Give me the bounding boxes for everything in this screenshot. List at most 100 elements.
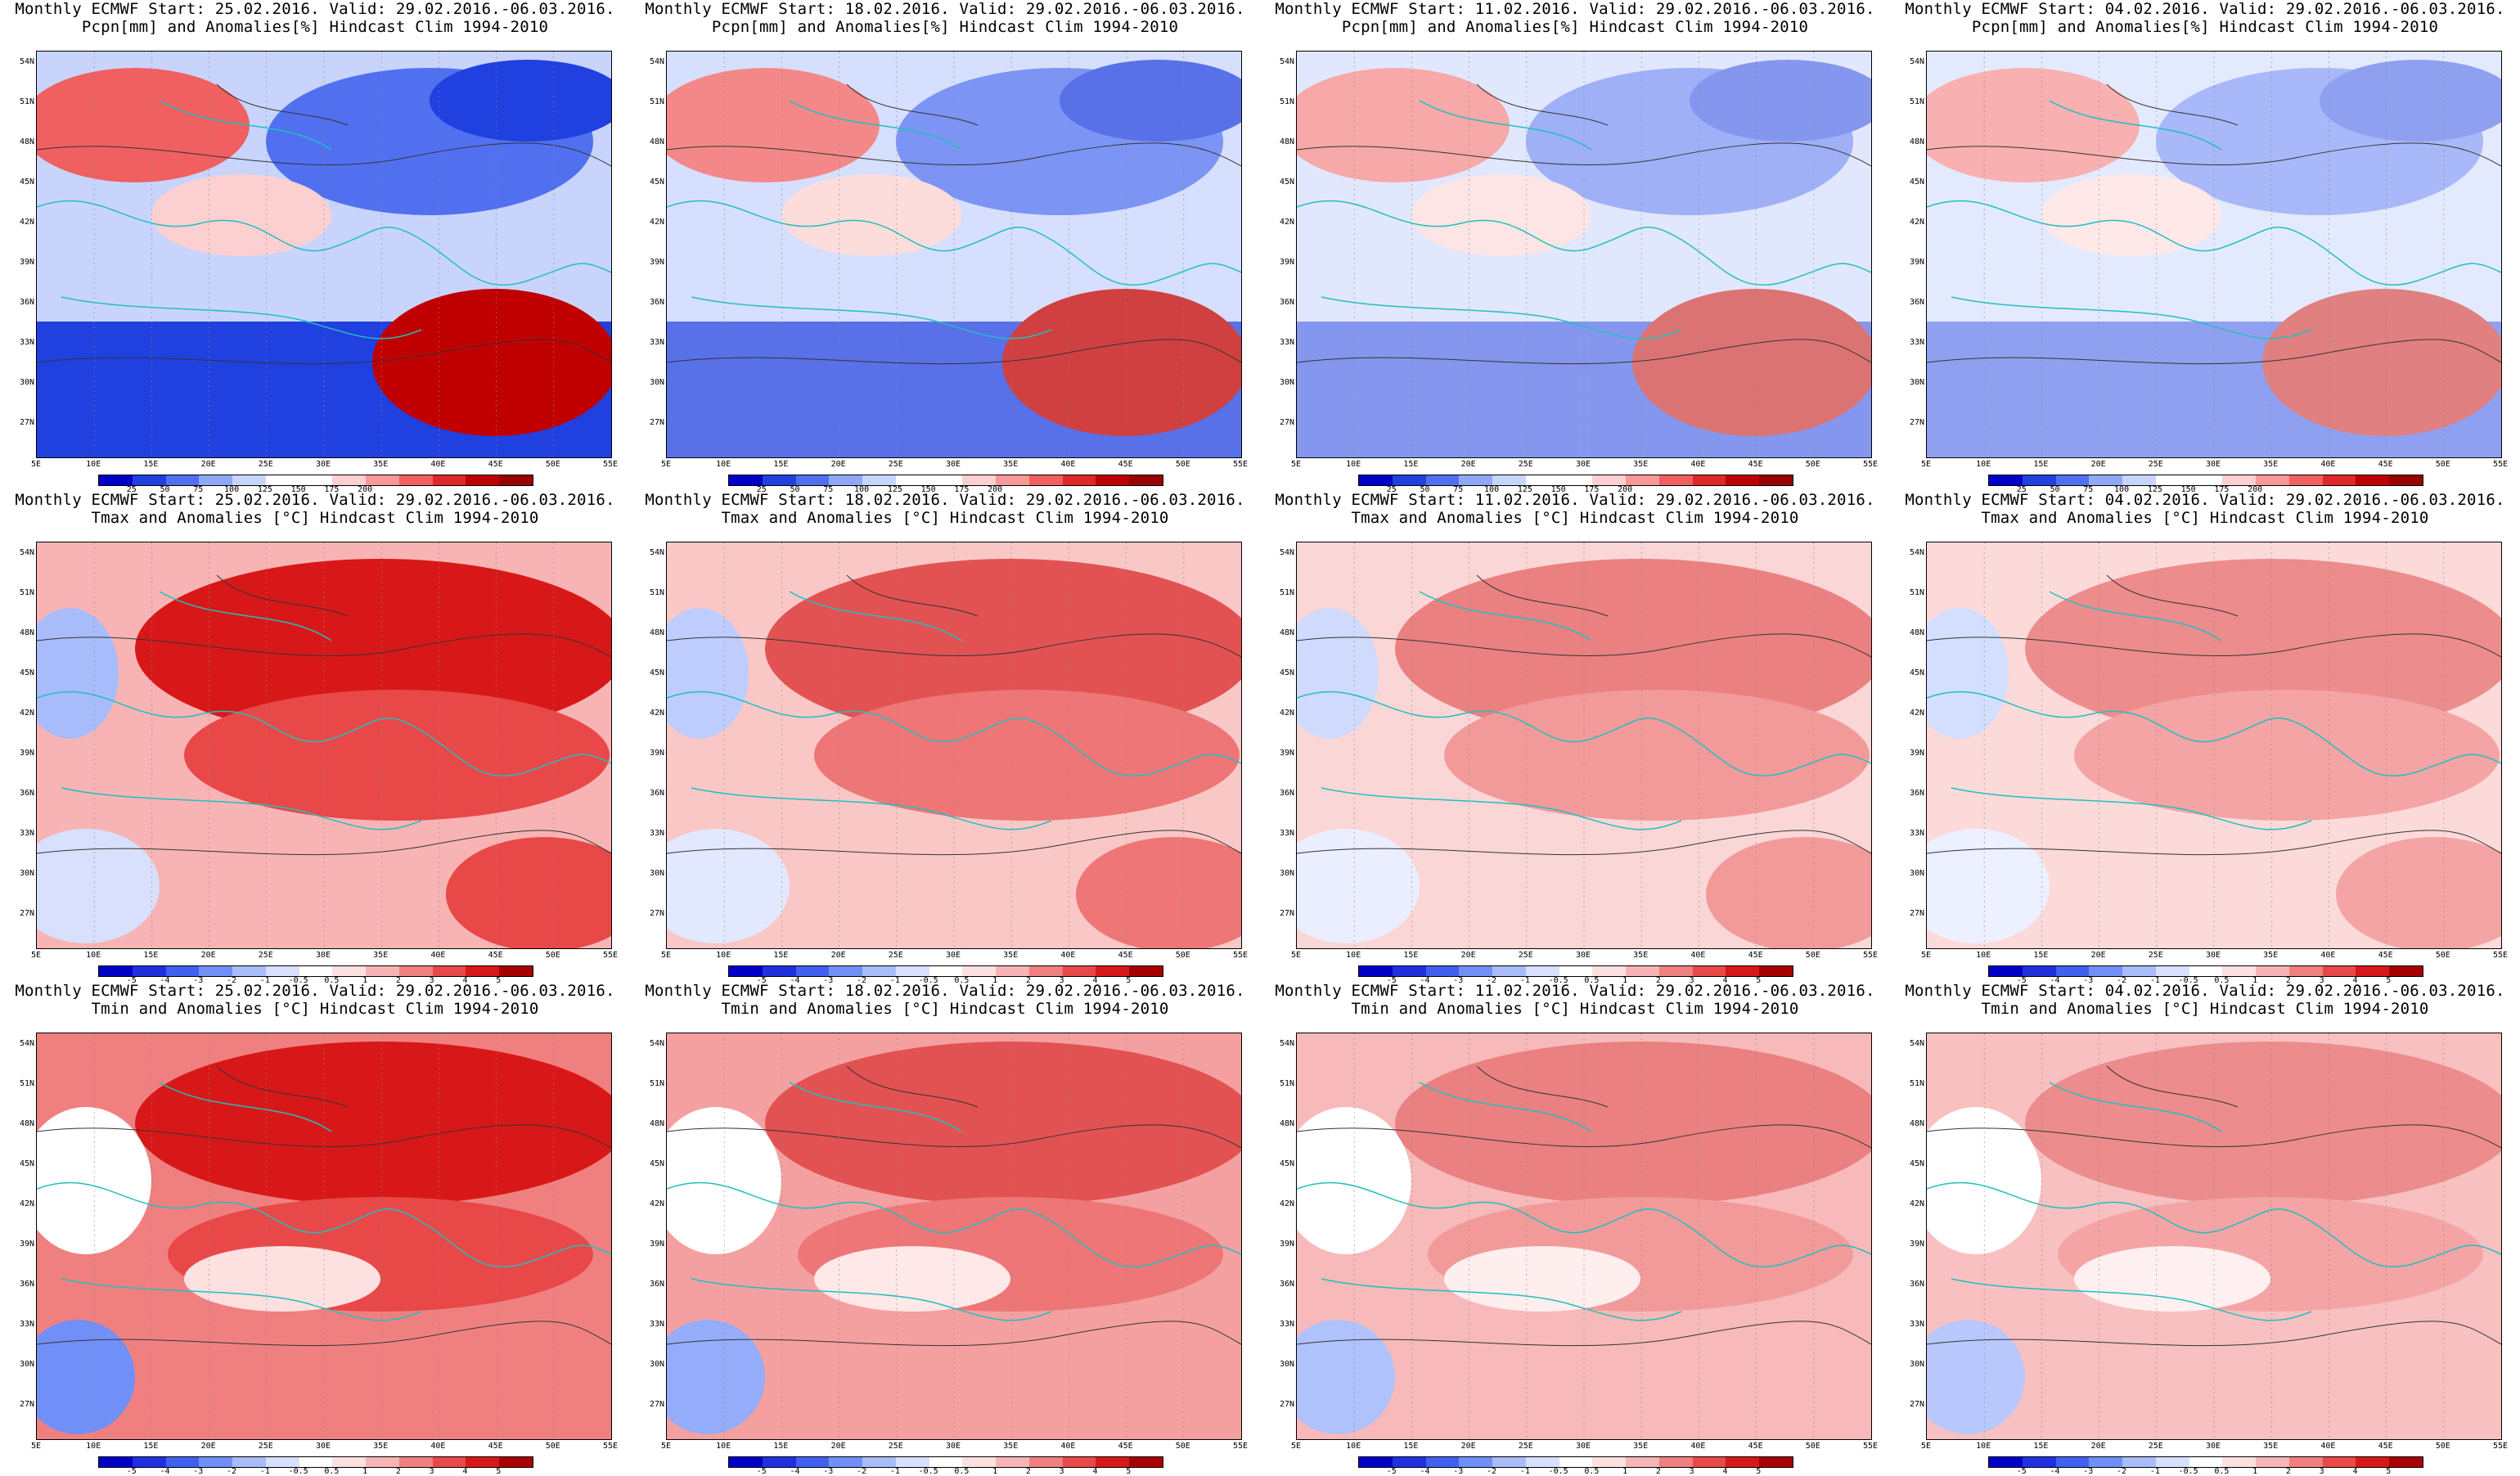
map-panel-tmax-2: Monthly ECMWF Start: 18.02.2016. Valid: … [630, 491, 1260, 985]
scale-swatch [1759, 1457, 1793, 1467]
longitude-label: 25E [2148, 951, 2163, 960]
scale-swatch [1392, 475, 1426, 485]
scale-swatch [1658, 475, 1693, 485]
scale-tick-label: 5 [1756, 976, 1762, 985]
scale-tick-label: 0.5 [954, 976, 970, 985]
latitude-label: 27N [649, 418, 664, 427]
longitude-label: 10E [86, 951, 101, 960]
latitude-label: 54N [19, 1039, 34, 1048]
longitude-label: 30E [945, 951, 961, 960]
latitude-label: 27N [649, 1400, 664, 1409]
longitude-label: 30E [315, 460, 331, 469]
longitude-label: 50E [545, 951, 560, 960]
scale-swatch [2256, 966, 2289, 976]
latitude-label: 33N [649, 338, 664, 347]
scale-swatch [1658, 966, 1693, 976]
longitude-label: 45E [1118, 1442, 1133, 1451]
scale-swatch [1392, 1457, 1426, 1467]
scale-tick-label: -3 [823, 976, 834, 985]
scale-swatch [99, 475, 133, 485]
scale-tick-label: -3 [1453, 976, 1464, 985]
scale-swatch [1129, 1457, 1163, 1467]
scale-swatch [929, 475, 963, 485]
scale-swatch [1028, 966, 1063, 976]
map-panel-pcpn-3: Monthly ECMWF Start: 11.02.2016. Valid: … [1260, 0, 1890, 494]
scale-swatch [2022, 475, 2056, 485]
longitude-label: 30E [945, 1442, 961, 1451]
latitude-label: 36N [19, 298, 34, 307]
latitude-label: 45N [649, 1159, 664, 1168]
anomaly-field [2025, 1042, 2501, 1205]
latitude-label: 48N [1909, 1119, 1924, 1128]
scale-tick-label: -2 [2117, 976, 2127, 985]
scale-swatch [1525, 966, 1559, 976]
longitude-label: 45E [1118, 460, 1133, 469]
scale-swatch [2122, 475, 2156, 485]
longitude-label: 55E [1232, 951, 1249, 960]
scale-swatch [795, 475, 830, 485]
scale-tick-label: -3 [2083, 976, 2094, 985]
anomaly-field [1927, 608, 2009, 739]
scale-tick-label: 2 [1655, 1467, 1661, 1476]
scale-swatch [1592, 966, 1627, 976]
scale-tick-label: 175 [324, 485, 340, 494]
latitude-label: 48N [649, 137, 664, 146]
scale-swatch [1626, 475, 1659, 485]
longitude-label: 50E [1805, 460, 1820, 469]
color-scale-bar [728, 475, 1163, 486]
scale-tick-label: -5 [756, 1467, 767, 1476]
scale-tick-label: -5 [126, 1467, 137, 1476]
latitude-label: 36N [1909, 298, 1924, 307]
longitude-label: 55E [2492, 460, 2509, 469]
latitude-label: 54N [649, 1039, 664, 1048]
scale-tick-label: -5 [2016, 1467, 2027, 1476]
scale-tick-label: 5 [2386, 1467, 2392, 1476]
color-scale-bar [98, 1456, 533, 1468]
panel-title: Monthly ECMWF Start: 11.02.2016. Valid: … [1275, 0, 1875, 36]
color-scale-bar [1358, 1456, 1793, 1468]
latitude-label: 54N [19, 548, 34, 557]
latitude-label: 51N [1909, 588, 1924, 597]
coastline [37, 1082, 611, 1321]
scale-swatch [1989, 966, 2023, 976]
anomaly-field [37, 829, 160, 943]
scale-swatch [2356, 966, 2390, 976]
scale-tick-label: 0.5 [1584, 1467, 1600, 1476]
scale-swatch [929, 966, 963, 976]
longitude-label: 15E [1403, 951, 1419, 960]
scale-swatch [2222, 966, 2257, 976]
scale-swatch [2356, 475, 2390, 485]
scale-tick-label: 1 [362, 976, 368, 985]
panel-title: Monthly ECMWF Start: 11.02.2016. Valid: … [1275, 491, 1875, 527]
scale-tick-label: 5 [496, 1467, 502, 1476]
anomaly-field [2336, 837, 2501, 948]
longitude-label: 30E [2205, 1442, 2221, 1451]
latitude-label: 45N [1279, 1159, 1294, 1168]
latitude-label: 30N [19, 1360, 34, 1369]
color-scale-bar [1358, 965, 1793, 977]
anomaly-field [2262, 289, 2501, 436]
anomaly-map [1926, 1033, 2502, 1440]
longitude-label: 35E [1003, 951, 1019, 960]
longitude-label: 55E [602, 460, 619, 469]
scale-tick-label: -2 [1487, 976, 1497, 985]
scale-swatch [729, 1457, 763, 1467]
scale-swatch [265, 475, 299, 485]
anomaly-field [1297, 608, 1379, 739]
scale-tick-label: -2 [2117, 1467, 2127, 1476]
scale-swatch [2389, 966, 2423, 976]
longitude-label: 45E [1748, 1442, 1763, 1451]
longitude-label: 5E [1920, 951, 1932, 960]
scale-tick-label: 4 [1722, 976, 1728, 985]
scale-tick-label: -4 [160, 976, 170, 985]
latitude-label: 33N [1909, 1320, 1924, 1329]
longitude-label: 40E [2320, 951, 2336, 960]
scale-tick-label: 2 [2285, 976, 2291, 985]
scale-tick-label: 0.5 [324, 976, 340, 985]
latitude-label: 54N [649, 548, 664, 557]
longitude-label: 10E [1976, 951, 1991, 960]
anomaly-map [666, 51, 1242, 458]
scale-tick-label: -2 [227, 1467, 237, 1476]
longitude-label: 25E [2148, 460, 2163, 469]
scale-swatch [1626, 1457, 1659, 1467]
